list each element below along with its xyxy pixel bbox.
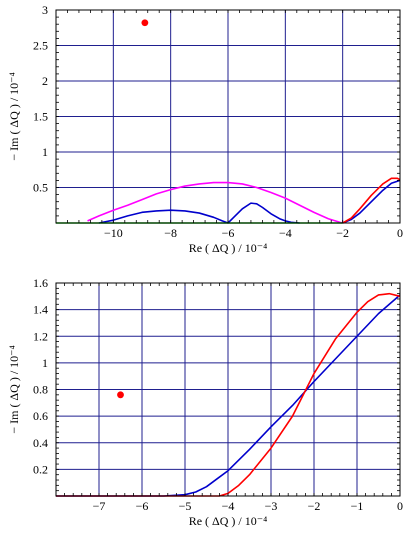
x-tick-label: −10 — [104, 226, 123, 240]
axis-ticks — [55, 9, 401, 224]
data-point — [117, 391, 124, 399]
y-tick-label: 1.4 — [33, 303, 48, 317]
y-tick-label: 1.5 — [33, 110, 48, 124]
series-line-3 — [342, 179, 401, 224]
x-tick-label: −6 — [136, 499, 149, 513]
series-line-2 — [56, 292, 401, 497]
x-axis-label: Re ( ΔQ ) / 10⁻⁴ — [189, 241, 268, 255]
y-tick-label: 2 — [42, 74, 48, 88]
y-tick-label: 1.2 — [33, 329, 48, 343]
series-line-4 — [342, 177, 401, 224]
y-tick-label: 0.8 — [33, 383, 48, 397]
x-tick-label: −4 — [279, 226, 292, 240]
y-tick-label: 2.5 — [33, 39, 48, 53]
y-axis-label: − Im ( ΔQ ) / 10⁻⁴ — [7, 345, 21, 433]
y-tick-label: 0.2 — [33, 462, 48, 476]
x-tick-label: 0 — [397, 499, 403, 513]
x-axis-label: Re ( ΔQ ) / 10⁻⁴ — [189, 514, 268, 528]
y-tick-label: 1 — [42, 356, 48, 370]
data-point — [141, 19, 149, 27]
x-tick-label: −2 — [336, 226, 349, 240]
series-line-2 — [98, 202, 300, 224]
y-tick-label: 1 — [42, 145, 48, 159]
x-tick-label: −7 — [93, 499, 106, 513]
x-tick-label: −4 — [222, 499, 235, 513]
chart-2: −7 −6 −5 −4 −3 −2 −1 0 0.2 0.4 0.6 0.8 1 1.2 1.4 1.6 Re … — [7, 276, 403, 528]
x-tick-label: −6 — [222, 226, 235, 240]
y-tick-label: 0.4 — [33, 436, 48, 450]
y-tick-label: 0.5 — [33, 181, 48, 195]
y-axis-label: − Im ( ΔQ ) / 10⁻⁴ — [7, 72, 21, 160]
axis-ticks — [55, 282, 401, 497]
chart-1: −10 −8 −6 −4 −2 0 0.5 1 1.5 2 2.5 3 Re ( ΔQ ) / 10⁻⁴… — [7, 3, 403, 255]
x-tick-label: −8 — [164, 226, 177, 240]
y-tick-label: 0.6 — [33, 409, 48, 423]
y-tick-label: 1.6 — [33, 276, 48, 290]
series-line-1 — [87, 181, 343, 224]
x-tick-label: −5 — [179, 499, 192, 513]
x-tick-label: −3 — [265, 499, 278, 513]
x-tick-label: −2 — [308, 499, 321, 513]
y-tick-label: 3 — [42, 3, 48, 17]
x-tick-label: 0 — [397, 226, 403, 240]
x-tick-label: −1 — [351, 499, 364, 513]
